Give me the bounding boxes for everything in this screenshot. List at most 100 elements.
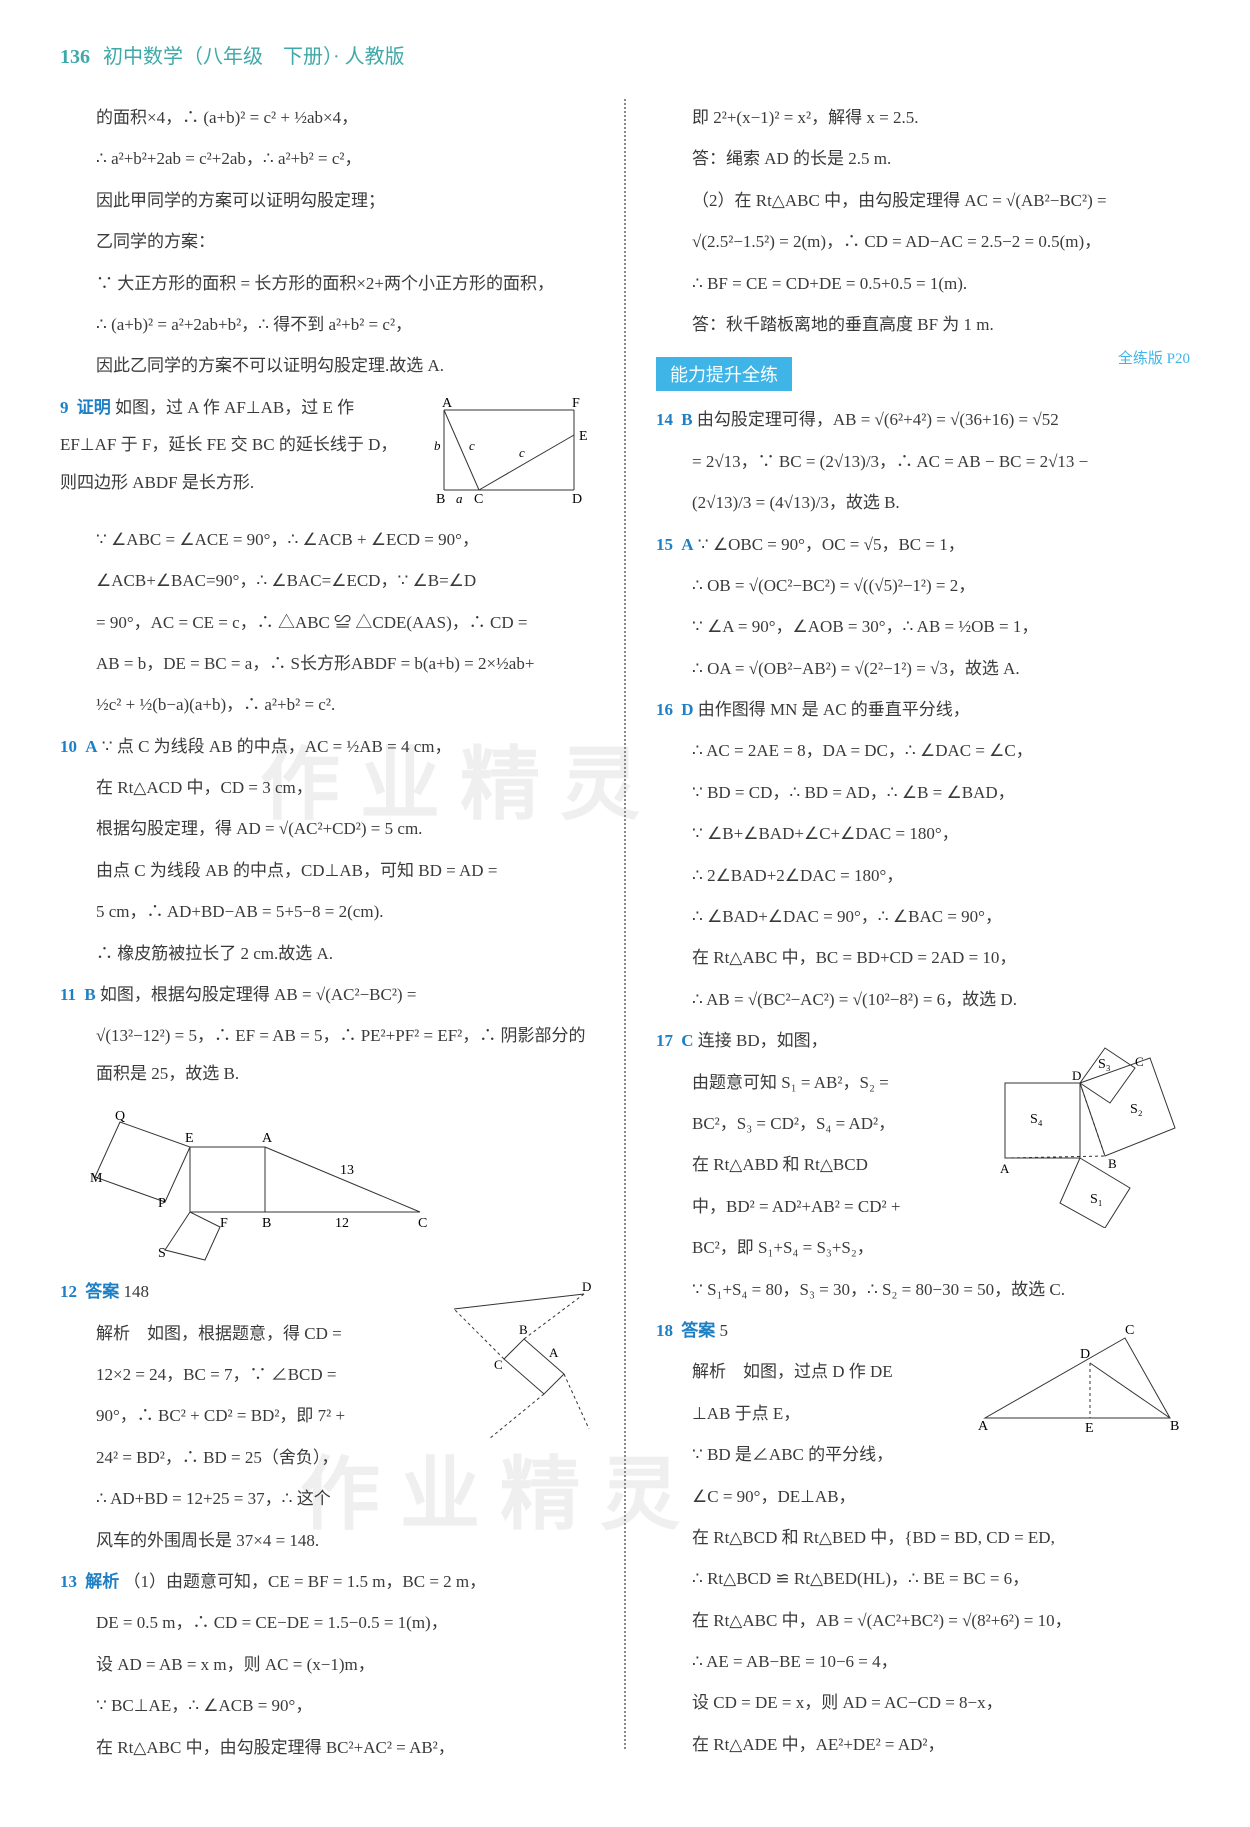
text-line: 在 Rt△BCD 和 Rt△BED 中，{BD = BD, CD = ED, [656, 1519, 1190, 1556]
text-line: 在 Rt△ADE 中，AE²+DE² = AD²， [656, 1726, 1190, 1763]
q-number: 13 [60, 1572, 77, 1591]
text-line: ∵ ∠A = 90°，∠AOB = 30°，∴ AB = ½OB = 1， [656, 608, 1190, 645]
q-value: 5 [720, 1321, 729, 1340]
svg-text:c: c [519, 445, 525, 460]
text-line: ∴ 2∠BAD+2∠DAC = 180°， [656, 857, 1190, 894]
text-line: ∵ S₁+S₄ = 80，S₃ = 30，∴ S₂ = 80−30 = 50，故… [656, 1271, 1190, 1308]
q11-line: 11 B 如图，根据勾股定理得 AB = √(AC²−BC²) = [60, 976, 594, 1013]
text-line: BC²，即 S₁+S₄ = S₃+S₂， [656, 1229, 980, 1266]
q-answer: B [84, 985, 95, 1004]
q-number: 14 [656, 410, 673, 429]
q15-line: 15 A ∵ ∠OBC = 90°，OC = √5，BC = 1， [656, 526, 1190, 563]
q-label: 证明 [77, 398, 111, 417]
svg-text:A: A [978, 1419, 989, 1434]
text-line: 由点 C 为线段 AB 的中点，CD⊥AB，可知 BD = AD = [60, 852, 594, 889]
q-label: 答案 [85, 1282, 119, 1301]
text-line: （2）在 Rt△ABC 中，由勾股定理得 AC = √(AB²−BC²) = [656, 182, 1190, 219]
svg-text:Q: Q [115, 1109, 125, 1124]
diagram-q11: Q E A M P F B S T C 13 12 [90, 1102, 450, 1262]
svg-text:E: E [579, 429, 588, 444]
svg-text:E: E [185, 1131, 194, 1146]
q-number: 18 [656, 1321, 673, 1340]
text: ∵ 点 C 为线段 AB 的中点，AC = ½AB = 4 cm， [102, 737, 452, 756]
svg-text:B: B [436, 492, 445, 507]
left-column: 的面积×4，∴ (a+b)² = c² + ½ab×4， ∴ a²+b²+2ab… [60, 99, 594, 1770]
svg-text:D: D [572, 492, 582, 507]
text: ∵ ∠OBC = 90°，OC = √5，BC = 1， [698, 535, 965, 554]
text-line: ∴ AD+BD = 12+25 = 37，∴ 这个 [60, 1480, 404, 1517]
text-line: ∵ BC⊥AE，∴ ∠ACB = 90°， [60, 1687, 594, 1724]
svg-text:A: A [262, 1131, 273, 1146]
text-line: 解析 如图，过点 D 作 DE [656, 1353, 960, 1390]
q-number: 16 [656, 700, 673, 719]
q-number: 12 [60, 1282, 77, 1301]
text-line: √(2.5²−1.5²) = 2(m)，∴ CD = AD−AC = 2.5−2… [656, 223, 1190, 260]
text-line: ∴ (a+b)² = a²+2ab+b²，∴ 得不到 a²+b² = c²， [60, 306, 594, 343]
q-answer: A [681, 535, 693, 554]
text-line: 乙同学的方案： [60, 223, 594, 260]
svg-text:S₄: S₄ [1030, 1112, 1043, 1127]
text-line: 答：绳索 AD 的长是 2.5 m. [656, 140, 1190, 177]
svg-text:D: D [582, 1279, 591, 1294]
svg-text:E: E [1085, 1421, 1094, 1436]
right-column: 即 2²+(x−1)² = x²，解得 x = 2.5. 答：绳索 AD 的长是… [656, 99, 1190, 1770]
text-line: 根据勾股定理，得 AD = √(AC²+CD²) = 5 cm. [60, 810, 594, 847]
svg-text:T: T [202, 1261, 211, 1262]
svg-text:C: C [1125, 1323, 1134, 1338]
text-line: ∠C = 90°，DE⊥AB， [656, 1478, 960, 1515]
text-line: 24² = BD²，∴ BD = 25（舍负）， [60, 1439, 404, 1476]
text-line: √(13²−12²) = 5，∴ EF = AB = 5，∴ PE²+PF² =… [60, 1017, 594, 1092]
text-line: ∴ ∠BAD+∠DAC = 90°，∴ ∠BAC = 90°， [656, 898, 1190, 935]
svg-text:D: D [1072, 1068, 1081, 1083]
svg-text:F: F [220, 1216, 228, 1231]
svg-text:b: b [434, 438, 441, 453]
text-line: = 2√13，∵ BC = (2√13)/3，∴ AC = AB − BC = … [656, 443, 1190, 480]
svg-text:13: 13 [340, 1163, 354, 1178]
svg-text:S₁: S₁ [1090, 1192, 1103, 1207]
svg-text:B: B [262, 1216, 271, 1231]
q17-line: 17 C 连接 BD，如图， [656, 1022, 980, 1059]
text-line: 设 AD = AB = x m，则 AC = (x−1)m， [60, 1646, 594, 1683]
text-line: ∴ AB = √(BC²−AC²) = √(10²−8²) = 6，故选 D. [656, 981, 1190, 1018]
text-line: 12×2 = 24，BC = 7，∵ ∠BCD = [60, 1356, 404, 1393]
q-number: 10 [60, 737, 77, 756]
q9-line: 9 证明 如图，过 A 作 AF⊥AB，过 E 作 EF⊥AF 于 F，延长 F… [60, 389, 414, 501]
svg-text:S₃: S₃ [1098, 1057, 1111, 1072]
text-line: ∴ BF = CE = CD+DE = 0.5+0.5 = 1(m). [656, 265, 1190, 302]
q-answer: A [85, 737, 97, 756]
q-value: 148 [124, 1282, 150, 1301]
svg-text:B: B [1170, 1419, 1179, 1434]
q10-line: 10 A ∵ 点 C 为线段 AB 的中点，AC = ½AB = 4 cm， [60, 728, 594, 765]
text-line: AB = b，DE = BC = a，∴ S长方形ABDF = b(a+b) =… [60, 645, 594, 682]
diagram-q12: B A C D [414, 1279, 594, 1449]
text-line: 解析 如图，根据题意，得 CD = [60, 1315, 404, 1352]
two-columns: 的面积×4，∴ (a+b)² = c² + ½ab×4， ∴ a²+b²+2ab… [60, 99, 1190, 1770]
text-line: 因此甲同学的方案可以证明勾股定理； [60, 182, 594, 219]
text-line: ∵ BD = CD，∴ BD = AD，∴ ∠B = ∠BAD， [656, 774, 1190, 811]
text-line: 在 Rt△ABC 中，AB = √(AC²+BC²) = √(8²+6²) = … [656, 1602, 1190, 1639]
text-line: ⊥AB 于点 E， [656, 1395, 960, 1432]
text-line: 在 Rt△ABC 中，BC = BD+CD = 2AD = 10， [656, 939, 1190, 976]
diagram-q9: A F E B C D a b c c [424, 395, 594, 515]
svg-text:C: C [1135, 1054, 1144, 1069]
svg-text:S₂: S₂ [1130, 1102, 1143, 1117]
q13-line: 13 解析 （1）由题意可知，CE = BF = 1.5 m，BC = 2 m， [60, 1563, 594, 1600]
q-answer: B [681, 410, 692, 429]
text-line: ∵ BD 是∠ABC 的平分线， [656, 1436, 960, 1473]
text-line: 90°，∴ BC² + CD² = BD²，即 7² + [60, 1397, 404, 1434]
svg-text:P: P [158, 1196, 166, 1211]
svg-text:S: S [158, 1246, 166, 1261]
q-number: 15 [656, 535, 673, 554]
text-line: ∵ ∠B+∠BAD+∠C+∠DAC = 180°， [656, 815, 1190, 852]
q-number: 9 [60, 398, 69, 417]
text-line: 的面积×4，∴ (a+b)² = c² + ½ab×4， [60, 99, 594, 136]
q-label: 答案 [681, 1321, 715, 1340]
text-line: ∴ OB = √(OC²−BC²) = √((√5)²−1²) = 2， [656, 567, 1190, 604]
section-header: 能力提升全练 全练版 P20 [656, 347, 1190, 401]
svg-text:A: A [1000, 1161, 1010, 1176]
text: 由勾股定理可得，AB = √(6²+4²) = √(36+16) = √52 [697, 410, 1059, 429]
text-line: 在 Rt△ACD 中，CD = 3 cm， [60, 769, 594, 806]
svg-text:M: M [90, 1171, 103, 1186]
text-line: ∴ OA = √(OB²−AB²) = √(2²−1²) = √3，故选 A. [656, 650, 1190, 687]
text: 如图，过 A 作 AF⊥AB，过 E 作 EF⊥AF 于 F，延长 FE 交 B… [60, 398, 397, 492]
